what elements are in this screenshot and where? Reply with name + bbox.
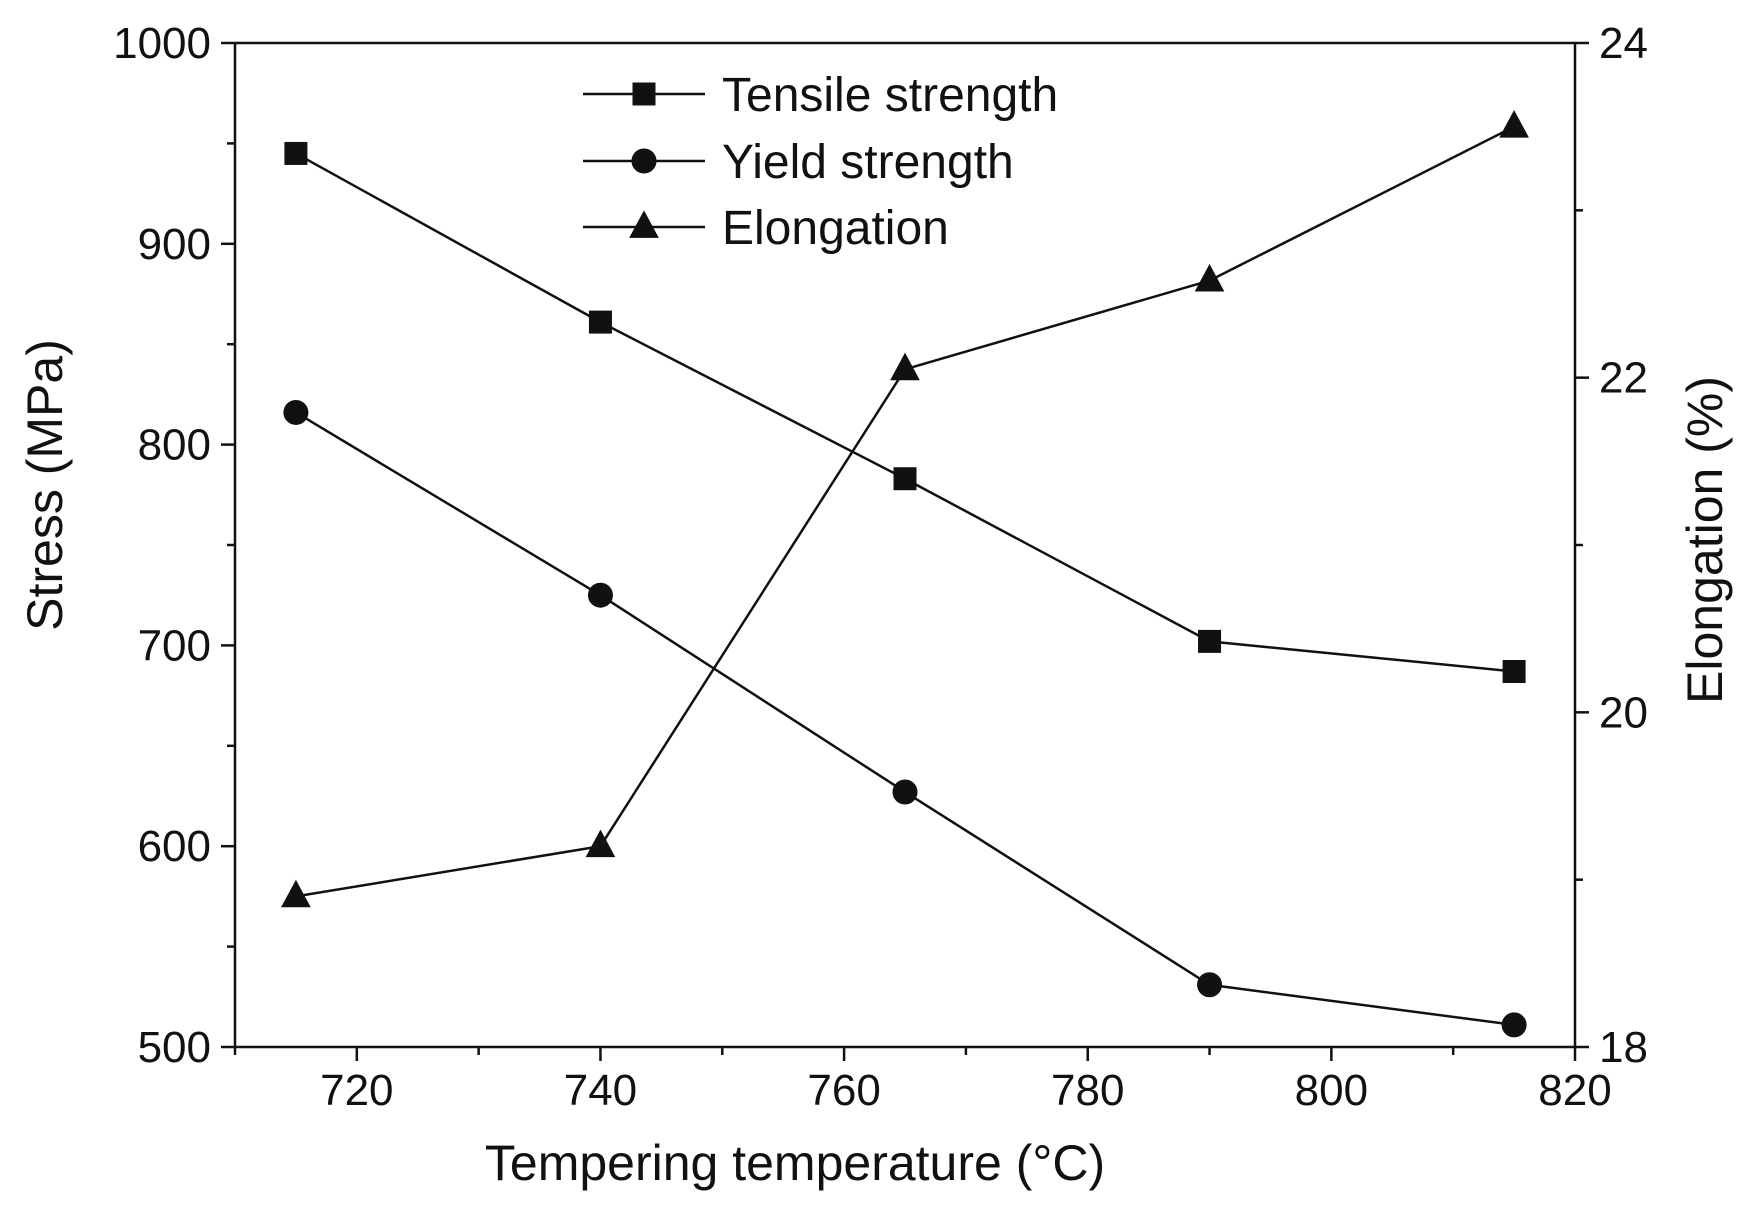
yield-strength-point (587, 582, 613, 608)
y-tick-label: 900 (138, 220, 211, 269)
yield-strength-point (892, 779, 918, 805)
elongation-point (890, 352, 920, 381)
legend-elongation-label: Elongation (722, 202, 949, 255)
yield-strength-point (1197, 972, 1223, 998)
x-tick-label: 760 (807, 1066, 880, 1115)
yield-strength-point (1501, 1012, 1527, 1038)
x-tick-label: 720 (320, 1066, 393, 1115)
y-tick-label: 800 (138, 421, 211, 470)
y-tick-label: 1000 (113, 19, 211, 68)
y-axis-title: Stress (MPa) (17, 339, 73, 631)
legend-yield-strength-marker (631, 148, 657, 174)
tensile-strength-point (588, 310, 612, 334)
legend-yield-strength-label: Yield strength (722, 136, 1014, 189)
tensile-strength-point (893, 467, 917, 491)
elongation-point (585, 829, 616, 858)
y2-tick-label: 18 (1599, 1023, 1648, 1072)
y2-tick-label: 22 (1599, 354, 1648, 403)
legend-tensile-strength-label: Tensile strength (722, 69, 1058, 122)
ticks-group: 720 740 760 780 800 820 500 600 700 800 900 1000 18 2… (113, 19, 1648, 1115)
tensile-strength-point (284, 141, 308, 165)
tensile-strength-point (1502, 660, 1526, 684)
x-tick-label: 780 (1051, 1066, 1124, 1115)
x-tick-label: 800 (1295, 1066, 1368, 1115)
elongation-point (281, 879, 311, 908)
y2-tick-label: 24 (1599, 19, 1648, 68)
axes-group (233, 41, 1577, 1049)
x-axis-title: Tempering temperature (°C) (485, 1135, 1105, 1191)
legend-tensile-strength-marker (632, 82, 656, 106)
series-group (281, 110, 1529, 1038)
elongation-point (1194, 263, 1225, 292)
yield-strength-line (295, 411, 1515, 1027)
x-tick-label: 820 (1538, 1066, 1611, 1115)
legend: Tensile strength Yield strength Elongation (583, 69, 1058, 255)
yield-strength-point (283, 399, 309, 425)
y-tick-label: 700 (138, 621, 211, 670)
y-tick-label: 500 (138, 1023, 211, 1072)
x-tick-label: 740 (564, 1066, 637, 1115)
tensile-strength-point (1198, 629, 1222, 653)
elongation-point (1499, 110, 1529, 138)
y-tick-label: 600 (138, 822, 211, 871)
y2-axis-title: Elongation (%) (1677, 376, 1733, 704)
y2-tick-label: 20 (1599, 688, 1648, 737)
legend-elongation-marker (629, 210, 659, 238)
